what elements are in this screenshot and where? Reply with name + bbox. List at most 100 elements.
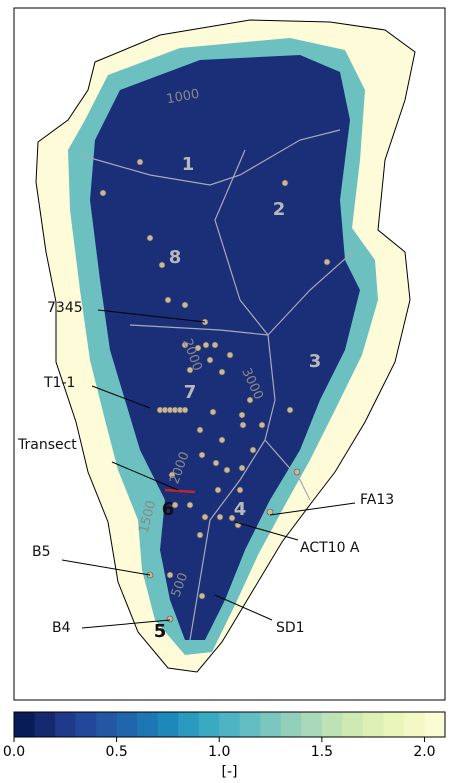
region-label: 5 xyxy=(154,621,167,642)
site-dot xyxy=(166,571,174,579)
sites-dots xyxy=(99,158,331,623)
transect-line xyxy=(164,488,196,494)
site-dot xyxy=(323,258,331,266)
site-dot xyxy=(99,189,107,197)
site-dot xyxy=(226,351,234,359)
colorbar-swatch xyxy=(424,712,446,737)
leader xyxy=(91,385,151,409)
site-dot xyxy=(198,592,206,600)
site-dot xyxy=(281,179,289,187)
leader xyxy=(81,619,171,629)
colorbar-swatch xyxy=(34,712,56,737)
region-label: 1 xyxy=(182,154,195,175)
leader xyxy=(234,521,299,541)
site-label: Transect xyxy=(17,437,77,453)
colorbar-swatch xyxy=(280,712,302,737)
colorbar-swatch xyxy=(75,712,97,737)
site-dot xyxy=(171,501,179,509)
colorbar-swatch xyxy=(116,712,138,737)
site-dot xyxy=(158,261,166,269)
site-dot xyxy=(239,421,247,429)
region-label: 3 xyxy=(309,351,322,372)
divide xyxy=(79,129,341,186)
site-dot xyxy=(238,411,246,419)
leader xyxy=(61,559,151,576)
site-dot xyxy=(246,396,254,404)
leader xyxy=(214,594,273,621)
colorbar-swatch xyxy=(219,712,241,737)
site-dot xyxy=(146,234,154,242)
contour-label: 1000 xyxy=(165,87,200,108)
colorbar-swatch xyxy=(260,712,282,737)
colorbar-swatch xyxy=(137,712,159,737)
site-dot xyxy=(293,468,301,476)
site-dot xyxy=(186,366,194,374)
colorbar-tick-label: 1.5 xyxy=(311,744,333,760)
divide xyxy=(129,324,269,336)
site-dot xyxy=(196,426,204,434)
colorbar-tick-label: 2.0 xyxy=(413,744,435,760)
site-dot xyxy=(212,459,220,467)
divide xyxy=(267,249,356,336)
site-label: FA13 xyxy=(360,492,394,508)
site-dot xyxy=(202,341,210,349)
colorbar-swatch xyxy=(383,712,405,737)
colorbar-swatch xyxy=(178,712,200,737)
site-dot xyxy=(164,296,172,304)
region-label: 7 xyxy=(184,382,197,403)
site-dot xyxy=(166,615,174,623)
site-dot xyxy=(223,466,231,474)
colorbar-swatch xyxy=(198,712,220,737)
site-dot xyxy=(236,486,244,494)
colorbar-frame xyxy=(13,711,446,738)
leader-lines xyxy=(61,309,356,629)
site-dot xyxy=(286,406,294,414)
site-dot xyxy=(249,446,257,454)
ice-divides xyxy=(79,129,356,641)
site-dot xyxy=(201,513,209,521)
site-dot xyxy=(181,341,189,349)
site-dot xyxy=(218,436,226,444)
colorbar-swatch xyxy=(239,712,261,737)
site-dot xyxy=(136,158,144,166)
site-dot xyxy=(211,341,219,349)
site-dot xyxy=(228,514,236,522)
site-dot xyxy=(168,471,176,479)
site-label: B4 xyxy=(52,620,71,636)
region-label: 2 xyxy=(273,199,286,220)
region-label: 8 xyxy=(169,247,182,268)
colorbar-swatch xyxy=(321,712,343,737)
site-label: T1-1 xyxy=(43,375,75,391)
site-label: B5 xyxy=(32,544,51,560)
ice-interior xyxy=(90,55,360,640)
site-label: 7345 xyxy=(47,300,83,316)
colorbar-swatch xyxy=(157,712,179,737)
region-label: 6 xyxy=(162,499,175,520)
site-dot xyxy=(206,356,214,364)
leader xyxy=(97,309,206,323)
greenland xyxy=(35,19,416,673)
colorbar-tick-label: 0.0 xyxy=(3,744,25,760)
colorbar-swatch xyxy=(96,712,118,737)
colorbar-tick-label: 1.0 xyxy=(208,744,230,760)
site-dot xyxy=(196,531,204,539)
site-dot xyxy=(258,421,266,429)
region-label: 4 xyxy=(234,499,247,520)
colorbar-swatch xyxy=(14,712,36,737)
colorbar-swatch xyxy=(342,712,364,737)
leader xyxy=(269,502,356,516)
divide xyxy=(189,149,276,641)
colorbar-swatch xyxy=(301,712,323,737)
site-dot xyxy=(218,368,226,376)
colorbar: 0.0 0.5 1.0 1.5 2.0 [-] xyxy=(3,711,446,780)
site-dot xyxy=(266,508,274,516)
site-dot xyxy=(198,451,206,459)
site-dot xyxy=(181,406,189,414)
site-dot xyxy=(214,486,222,494)
site-dot xyxy=(186,501,194,509)
colorbar-swatch xyxy=(403,712,425,737)
site-dot xyxy=(216,513,224,521)
leader xyxy=(111,461,179,491)
site-dot xyxy=(238,464,246,472)
